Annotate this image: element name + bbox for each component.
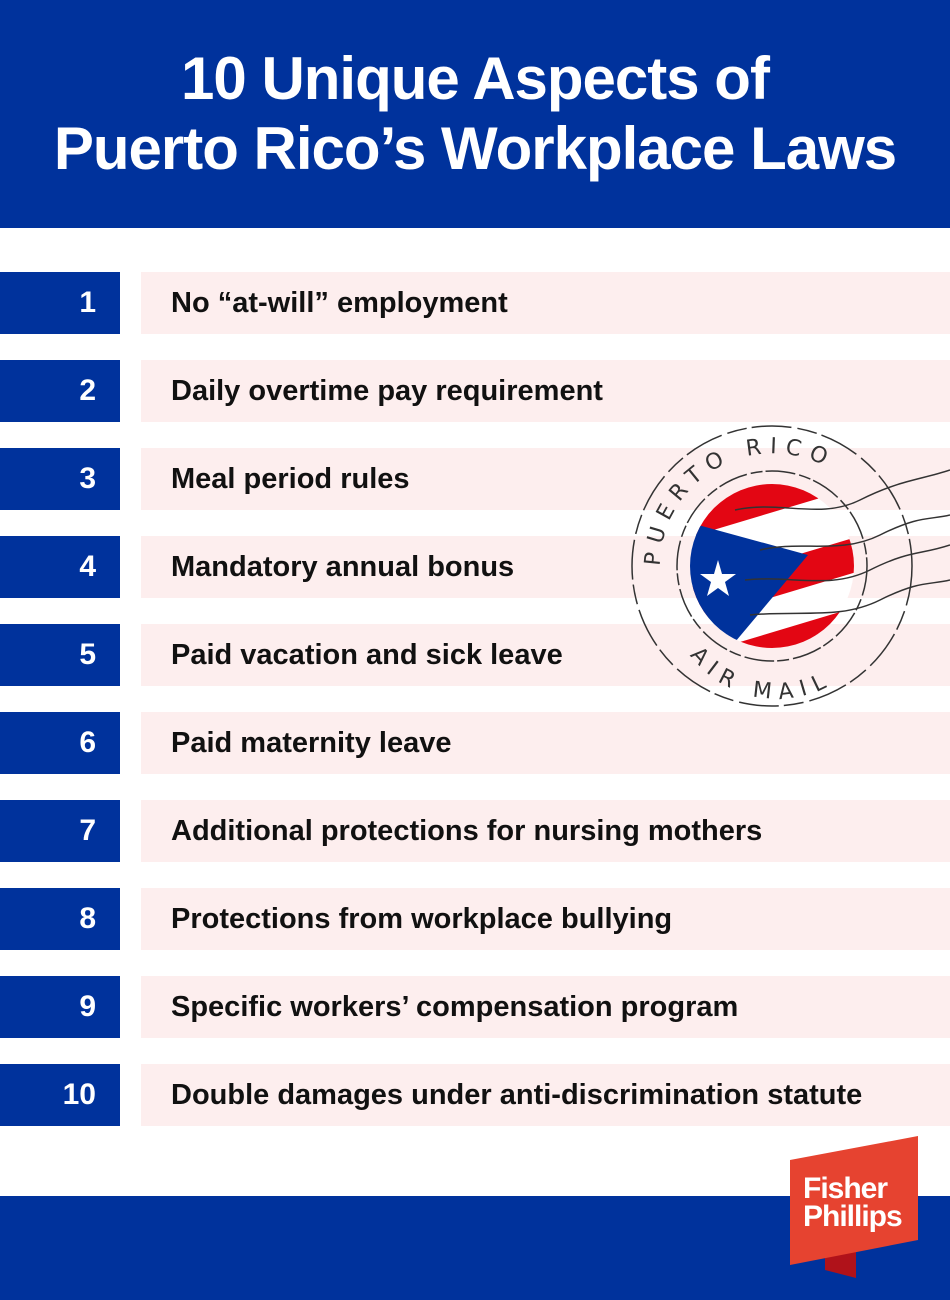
list-item: 6 Paid maternity leave [0,712,950,774]
item-number: 10 [0,1064,120,1126]
header-banner: 10 Unique Aspects of Puerto Rico’s Workpl… [0,0,950,228]
list-item: 7 Additional protections for nursing moth… [0,800,950,862]
item-number: 2 [0,360,120,422]
puerto-rico-stamp-icon: PUERTO RICO AIR MAIL [631,425,950,707]
item-label: Daily overtime pay requirement [141,360,950,422]
svg-text:Phillips: Phillips [803,1200,902,1233]
item-number: 3 [0,448,120,510]
item-number: 9 [0,976,120,1038]
list-item: 10 Double damages under anti-discriminati… [0,1064,950,1126]
item-label: Specific workers’ compensation program [141,976,950,1038]
item-label: Paid maternity leave [141,712,950,774]
item-number: 4 [0,536,120,598]
list-item: 1 No “at-will” employment [0,272,950,334]
item-label: Additional protections for nursing mothe… [141,800,950,862]
list-item: 9 Specific workers’ compensation program [0,976,950,1038]
title-line-1: 10 Unique Aspects of [181,45,770,112]
item-number: 1 [0,272,120,334]
list-item: 2 Daily overtime pay requirement [0,360,950,422]
svg-text:Fisher: Fisher [803,1172,888,1205]
page-title: 10 Unique Aspects of Puerto Rico’s Workpl… [53,44,897,184]
title-line-2: Puerto Rico’s Workplace Laws [53,115,897,182]
item-number: 7 [0,800,120,862]
item-label: Protections from workplace bullying [141,888,950,950]
list-item: 8 Protections from workplace bullying [0,888,950,950]
item-label: No “at-will” employment [141,272,950,334]
item-number: 8 [0,888,120,950]
item-number: 6 [0,712,120,774]
item-label: Double damages under anti-discrimination… [141,1064,950,1126]
fisher-phillips-logo: Fisher Phillips [790,1136,918,1278]
item-number: 5 [0,624,120,686]
